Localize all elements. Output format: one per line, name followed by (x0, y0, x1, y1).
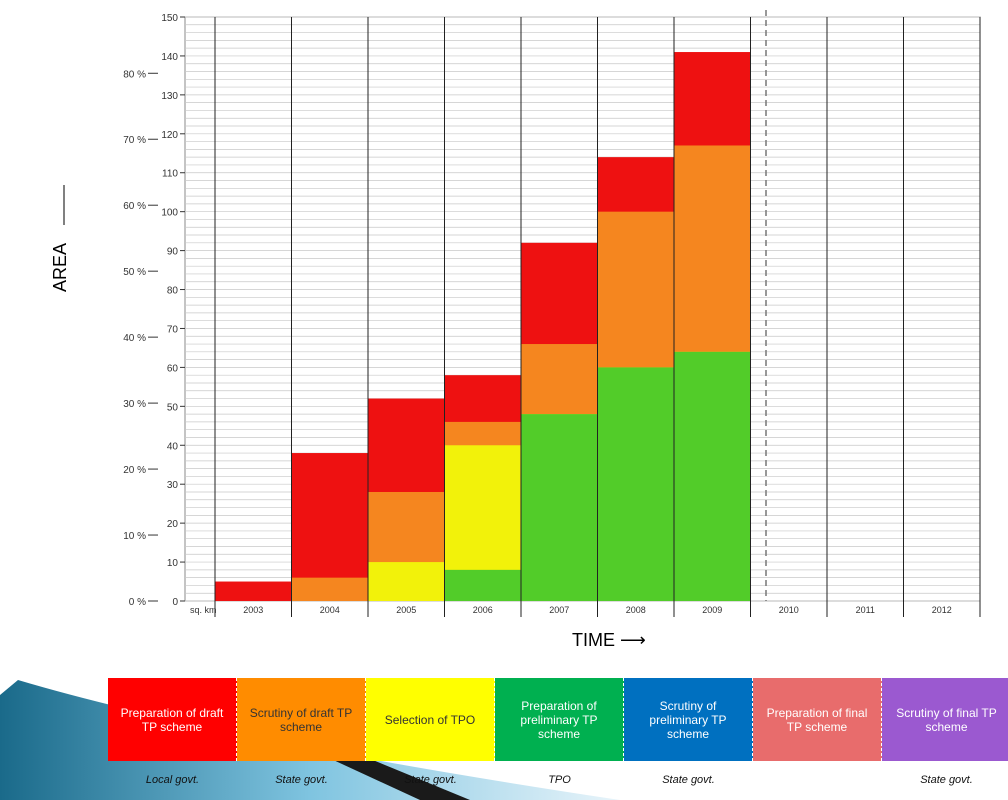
y-tick-label-pct: 80 % (123, 69, 146, 80)
y-tick-label-km: 30 (167, 480, 179, 491)
x-axis-title: TIME ⟶ (572, 630, 646, 650)
y-tick-label-pct: 10 % (123, 531, 146, 542)
area-bar-green (444, 569, 521, 601)
actor-row: Local govt. State govt. State govt. TPO … (108, 774, 1008, 786)
x-tick-label: 2005 (396, 605, 416, 615)
actor-label: State govt. (404, 774, 457, 786)
actor-label: State govt. (920, 774, 973, 786)
actor-label: Local govt. (145, 774, 200, 786)
y-tick-label-km: 150 (161, 13, 178, 24)
area-time-chart: 0 10 20 30 40 50 60 70 80 90 100 110 120 130 140 150 0 %… (63, 10, 981, 617)
area-bar-orange (291, 577, 368, 601)
legend-item: Preparation of preliminary TP scheme (495, 678, 624, 761)
y-tick-label-pct: 50 % (123, 267, 146, 278)
y-tick-label-km: 70 (167, 324, 179, 335)
actor-label (753, 774, 882, 786)
legend-bar: Preparation of draft TP scheme Scrutiny … (108, 678, 1008, 761)
area-bar-green (674, 351, 751, 601)
x-tick-label: 2010 (779, 605, 799, 615)
y-tick-label-km: 40 (167, 441, 179, 452)
y-tick-label-km: 20 (167, 519, 179, 530)
x-tick-label: 2004 (320, 605, 340, 615)
y-tick-label-pct: 70 % (123, 135, 146, 146)
y-tick-label-km: 60 (167, 363, 179, 374)
x-tick-label: 2003 (243, 605, 263, 615)
y-tick-label-pct: 0 % (129, 597, 146, 608)
area-bar-red (291, 453, 368, 601)
y-tick-label-pct: 60 % (123, 201, 146, 212)
legend-item: Scrutiny of final TP scheme (882, 678, 1008, 761)
y-tick-label-pct: 30 % (123, 399, 146, 410)
x-tick-label: 2011 (856, 605, 875, 615)
legend-item: Preparation of draft TP scheme (108, 678, 237, 761)
legend-item: Selection of TPO (366, 678, 495, 761)
y-tick-label-km: 0 (172, 597, 178, 608)
y-tick-label-km: 90 (167, 247, 179, 258)
legend-item: Scrutiny of draft TP scheme (237, 678, 366, 761)
y-tick-label-km: 110 (162, 169, 178, 180)
y-tick-label-pct: 40 % (123, 333, 146, 344)
legend-item: Scrutiny of preliminary TP scheme (624, 678, 753, 761)
x-tick-label: 2008 (626, 605, 646, 615)
actor-label: State govt. (662, 774, 715, 786)
arrow-right-icon: ⟶ (620, 630, 646, 650)
area-bar-green (597, 367, 674, 601)
actor-label: TPO (548, 774, 571, 786)
x-tick-label: 2007 (549, 605, 569, 615)
y-tick-label-pct: 20 % (123, 465, 146, 476)
x-tick-label: 2009 (702, 605, 722, 615)
y-tick-label-km: 130 (161, 91, 178, 102)
x-tick-label: 2006 (473, 605, 493, 615)
y-tick-label-km: 140 (161, 52, 178, 63)
y-tick-label-km: 50 (167, 402, 179, 413)
y-tick-label-km: 80 (167, 286, 179, 297)
y-tick-label-km: 10 (167, 558, 179, 569)
y-axis-title: AREA (50, 242, 70, 292)
legend-item: Preparation of final TP scheme (753, 678, 882, 761)
area-bar-red (215, 581, 292, 601)
x-tick-label: 2012 (932, 605, 952, 615)
unit-label: sq. km (190, 605, 217, 615)
area-bar-green (521, 414, 598, 601)
actor-label: State govt. (275, 774, 328, 786)
y-tick-label-km: 120 (161, 130, 178, 141)
area-bar-yellow (368, 562, 445, 601)
y-tick-label-km: 100 (161, 208, 178, 219)
